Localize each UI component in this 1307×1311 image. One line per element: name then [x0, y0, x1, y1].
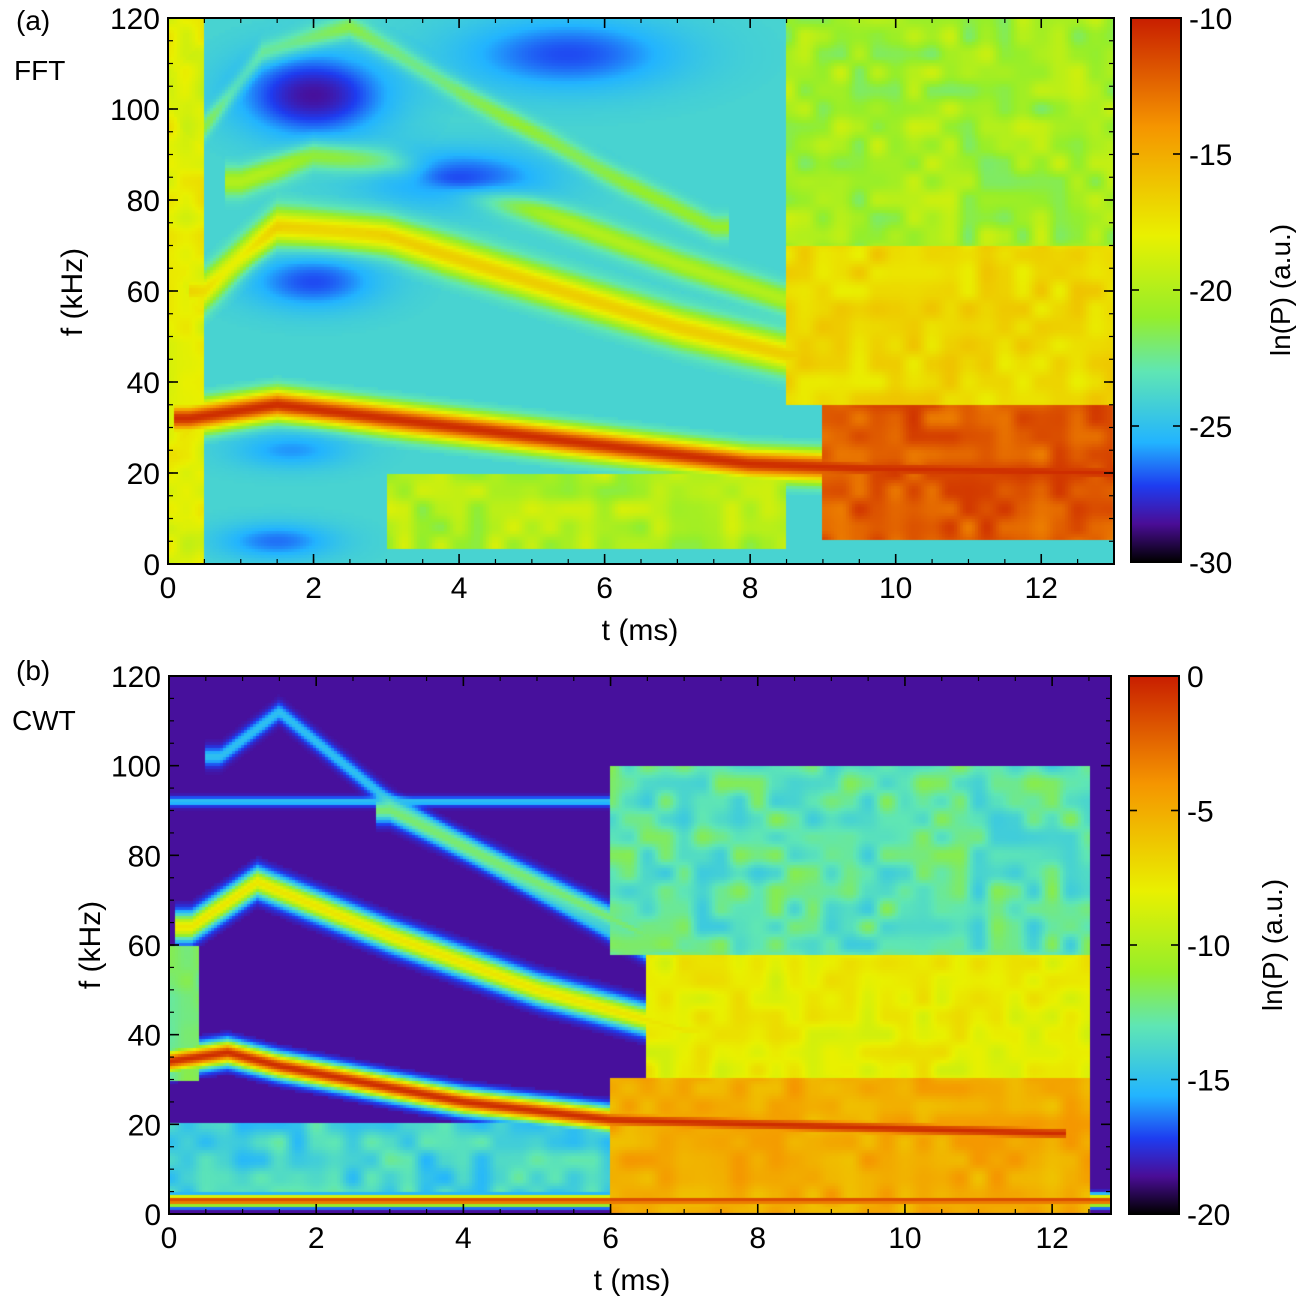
panel-a: (a) FFT f (kHz) t (ms) 0 2 4 6 8 10 12 0 20 40 60…	[14, 3, 1296, 647]
colorbar-tick-label: -25	[1189, 411, 1232, 444]
y-axis: 0 20 40 60 80 100 120	[110, 3, 1114, 582]
colorbar-ticks: -10 -15 -20 -25 -30	[1131, 3, 1232, 580]
colorbar-tick-label: -30	[1189, 547, 1232, 580]
method-label: CWT	[12, 705, 76, 736]
x-tick-label: 8	[749, 1222, 766, 1255]
x-tick-label: 10	[879, 572, 912, 605]
y-tick-label: 80	[127, 185, 160, 218]
y-tick-label: 80	[128, 840, 161, 873]
panel-b: (b) CWT f (kHz) t (ms) 0 2 4 6 8 10 12 0 20 40 60…	[12, 655, 1288, 1297]
y-tick-label: 60	[127, 276, 160, 309]
heatmap-canvas	[168, 18, 1114, 564]
y-tick-label: 60	[128, 930, 161, 963]
colorbar-label: ln(P) (a.u.)	[1265, 224, 1296, 356]
heatmap-surface	[169, 676, 1111, 1214]
colorbar-tick-label: -15	[1189, 139, 1232, 172]
heatmap-canvas	[169, 676, 1111, 1214]
method-label: FFT	[14, 55, 65, 86]
panel-label: (a)	[16, 5, 50, 36]
x-tick-label: 0	[160, 572, 177, 605]
y-tick-label: 20	[127, 458, 160, 491]
x-tick-label: 12	[1035, 1222, 1068, 1255]
x-tick-label: 12	[1025, 572, 1058, 605]
x-tick-label: 8	[742, 572, 759, 605]
x-tick-label: 2	[308, 1222, 325, 1255]
y-tick-label: 100	[111, 751, 161, 784]
x-axis-label: t (ms)	[594, 1264, 671, 1297]
y-tick-label: 120	[110, 3, 160, 36]
x-tick-label: 4	[451, 572, 468, 605]
x-tick-label: 0	[161, 1222, 178, 1255]
x-axis-label: t (ms)	[602, 614, 679, 647]
colorbar-b: 0 -5 -10 -15 -20 ln(P) (a.u.)	[1128, 661, 1288, 1232]
heatmap-surface	[168, 18, 1114, 564]
y-axis-title: f (kHz)	[74, 901, 107, 989]
y-tick-label: 0	[144, 1199, 161, 1232]
y-tick-label: 40	[127, 367, 160, 400]
heatmap-b	[168, 675, 1112, 1215]
y-axis: 0 20 40 60 80 100 120	[111, 661, 1111, 1232]
y-axis-title: f (kHz)	[56, 248, 89, 336]
colorbar-ticks: 0 -5 -10 -15 -20	[1129, 661, 1230, 1232]
y-axis-label: f (kHz)	[74, 901, 107, 989]
x-tick-label: 4	[455, 1222, 472, 1255]
y-tick-label: 40	[128, 1020, 161, 1053]
x-axis: 0 2 4 6 8 10 12	[161, 676, 1090, 1255]
x-tick-label: 10	[888, 1222, 921, 1255]
colorbar-label: ln(P) (a.u.)	[1257, 879, 1288, 1011]
y-axis-label: f (kHz)	[56, 248, 89, 336]
y-tick-label: 100	[110, 94, 160, 127]
colorbar-tick-label: -5	[1187, 796, 1214, 829]
y-tick-label: 0	[143, 549, 160, 582]
panel-label: (b)	[16, 655, 50, 686]
colorbar-tick-label: -10	[1187, 930, 1230, 963]
heatmap-a	[167, 17, 1115, 565]
colorbar-a: -10 -15 -20 -25 -30 ln(P) (a.u.)	[1130, 3, 1296, 580]
colorbar-tick-label: -20	[1189, 275, 1232, 308]
colorbar-tick-label: -20	[1187, 1199, 1230, 1232]
colorbar-tick-label: -10	[1189, 3, 1232, 36]
y-tick-label: 120	[111, 661, 161, 694]
y-tick-label: 20	[128, 1109, 161, 1142]
x-tick-label: 2	[305, 572, 322, 605]
x-axis: 0 2 4 6 8 10 12	[160, 18, 1115, 605]
colorbar-tick-label: -15	[1187, 1065, 1230, 1098]
colorbar-tick-label: 0	[1187, 661, 1204, 694]
x-tick-label: 6	[596, 572, 613, 605]
x-tick-label: 6	[602, 1222, 619, 1255]
